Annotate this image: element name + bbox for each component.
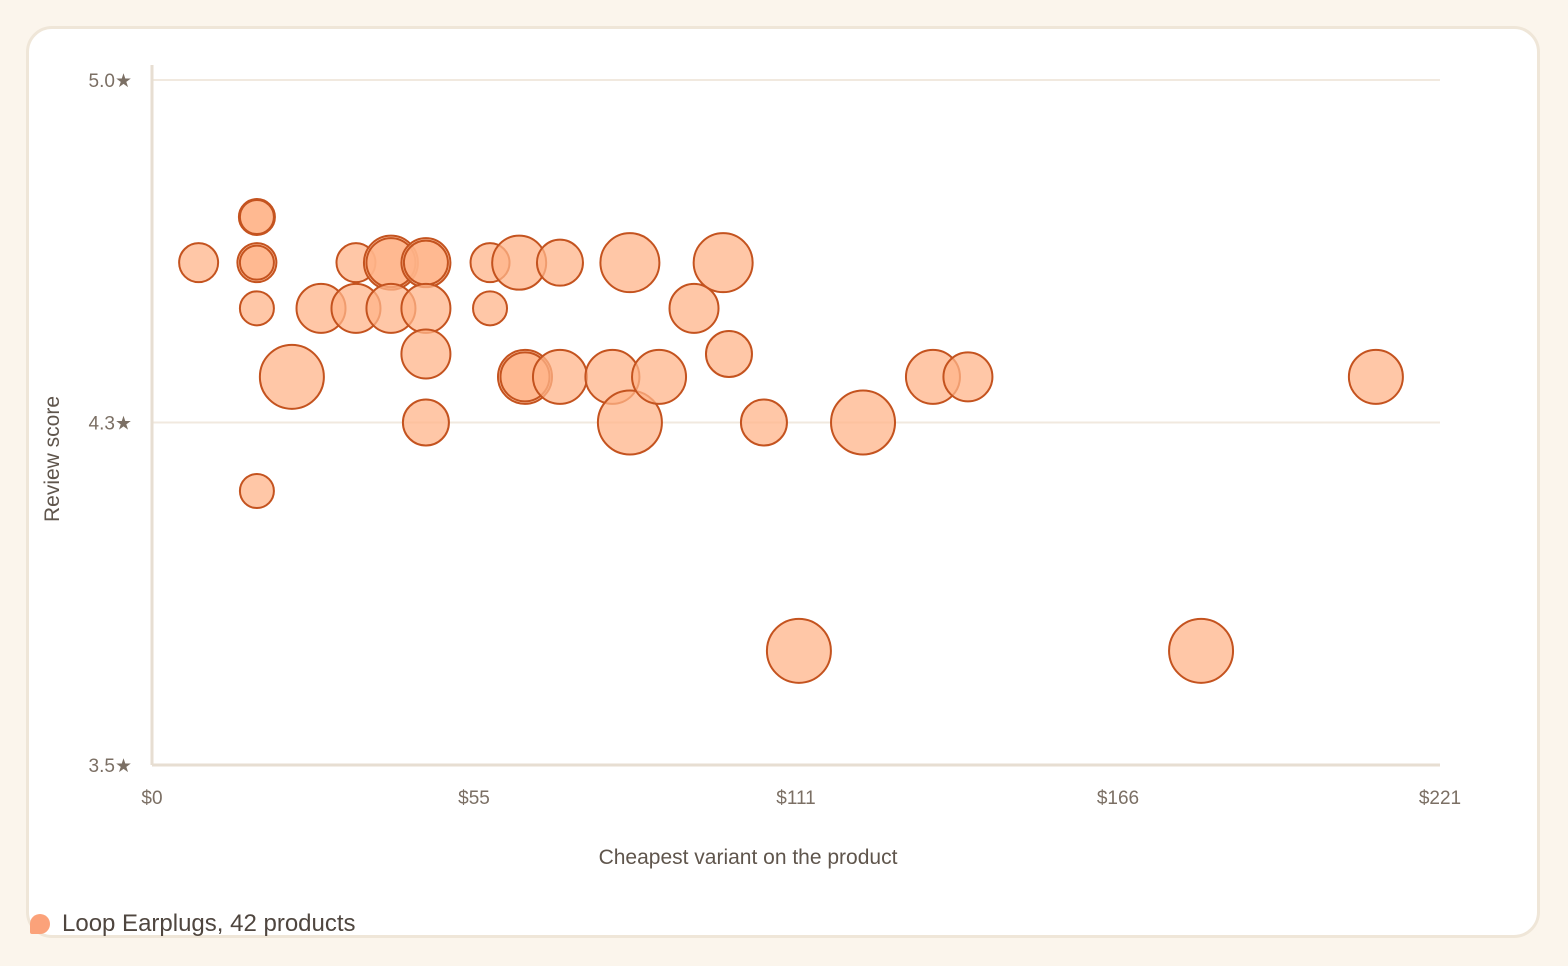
data-points bbox=[178, 198, 1404, 684]
data-point[interactable] bbox=[692, 232, 754, 294]
data-point[interactable] bbox=[401, 398, 450, 447]
data-point[interactable] bbox=[631, 348, 688, 405]
data-point[interactable] bbox=[402, 239, 449, 286]
x-tick-label: $111 bbox=[776, 788, 815, 809]
data-point[interactable] bbox=[238, 473, 275, 509]
y-axis-title: Review score bbox=[41, 396, 64, 522]
y-tick-label: 4.3★ bbox=[89, 414, 132, 435]
data-point[interactable] bbox=[942, 351, 994, 403]
y-tick-label: 3.5★ bbox=[89, 756, 132, 777]
data-point[interactable] bbox=[765, 617, 832, 684]
x-axis-title: Cheapest variant on the product bbox=[599, 846, 898, 869]
y-axis-ticks: 3.5★ 4.3★ 5.0★ bbox=[89, 71, 132, 777]
legend: Loop Earplugs, 42 products bbox=[30, 908, 356, 940]
data-point[interactable] bbox=[400, 328, 452, 380]
data-point[interactable] bbox=[472, 290, 509, 327]
data-point[interactable] bbox=[238, 290, 275, 327]
data-point[interactable] bbox=[1347, 348, 1404, 405]
data-point[interactable] bbox=[238, 244, 275, 281]
legend-label: Loop Earplugs, 42 products bbox=[62, 910, 356, 937]
data-point[interactable] bbox=[535, 238, 584, 287]
data-point[interactable] bbox=[400, 282, 452, 334]
data-point[interactable] bbox=[599, 232, 661, 294]
legend-swatch-icon bbox=[30, 914, 50, 934]
x-axis-ticks: $0 $55 $111 $166 $221 bbox=[141, 788, 1461, 809]
x-tick-label: $166 bbox=[1097, 788, 1139, 809]
data-point[interactable] bbox=[739, 398, 788, 447]
data-point[interactable] bbox=[531, 348, 588, 405]
data-point[interactable] bbox=[704, 330, 753, 378]
data-point[interactable] bbox=[596, 389, 663, 456]
data-point[interactable] bbox=[238, 199, 275, 235]
y-tick-label: 5.0★ bbox=[89, 71, 132, 92]
data-point[interactable] bbox=[668, 282, 720, 334]
x-tick-label: $221 bbox=[1419, 788, 1461, 809]
data-point[interactable] bbox=[830, 389, 897, 456]
data-point[interactable] bbox=[258, 343, 325, 410]
data-point[interactable] bbox=[1168, 617, 1235, 684]
grid bbox=[152, 79, 1440, 424]
x-tick-label: $55 bbox=[458, 788, 490, 809]
x-tick-label: $0 bbox=[141, 788, 162, 809]
data-point[interactable] bbox=[178, 242, 220, 284]
chart-card bbox=[26, 26, 1540, 938]
